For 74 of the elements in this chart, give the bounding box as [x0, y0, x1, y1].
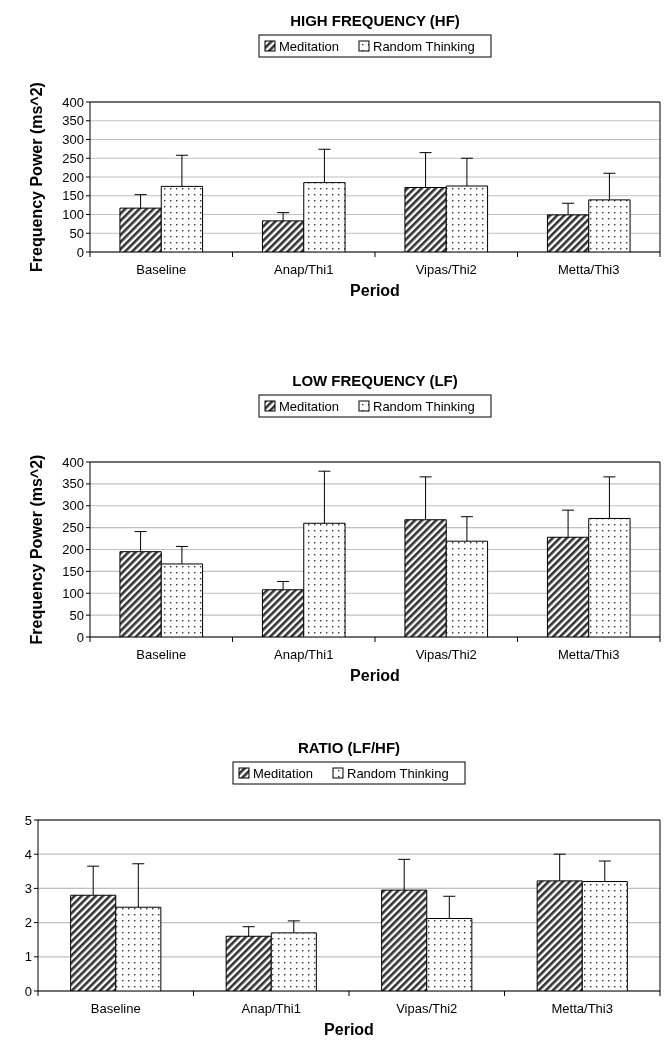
y-tick-label: 300: [62, 132, 84, 148]
legend-label: Random Thinking: [373, 398, 475, 414]
chart-title: RATIO (LF/HF): [297, 739, 401, 756]
legend-label: Random Thinking: [373, 38, 475, 54]
bar: [588, 199, 631, 253]
x-tick-label: Vipas/Thi2: [415, 262, 477, 277]
bar: [119, 207, 162, 253]
x-tick-label: Baseline: [136, 647, 187, 662]
x-tick-label: Anap/Thi1: [274, 262, 334, 277]
bar: [261, 589, 305, 638]
y-axis-title: Frequency Power (ms^2): [28, 82, 45, 272]
y-tick-label: 300: [62, 498, 84, 514]
legend-label: Meditation: [279, 398, 339, 414]
bar: [303, 522, 346, 638]
y-tick-label: 350: [62, 476, 84, 492]
y-axis-title: Frequency Power (ms^2): [28, 454, 45, 645]
y-tick-label: 0: [76, 629, 84, 645]
x-tick-label: Vipas/Thi2: [396, 1001, 458, 1016]
bar: [119, 551, 162, 638]
legend-label: Meditation: [279, 38, 339, 54]
y-tick-label: 3: [24, 880, 32, 896]
x-axis-title: Period: [350, 282, 400, 299]
bar: [115, 906, 162, 992]
y-tick-label: 0: [24, 983, 32, 999]
bar: [588, 517, 631, 638]
x-tick-label: Anap/Thi1: [241, 1001, 301, 1016]
bar: [426, 918, 473, 992]
legend-label: Meditation: [253, 765, 313, 781]
bar: [160, 563, 204, 638]
chart-title: HIGH FREQUENCY (HF): [290, 12, 460, 29]
y-tick-label: 200: [62, 169, 84, 185]
y-tick-label: 350: [62, 113, 84, 129]
x-tick-label: Baseline: [136, 262, 187, 277]
y-tick-label: 250: [62, 520, 84, 536]
y-tick-label: 400: [62, 94, 84, 110]
bar: [546, 214, 590, 253]
y-tick-label: 150: [62, 563, 84, 579]
bar: [546, 536, 590, 638]
y-tick-label: 250: [62, 150, 84, 166]
x-axis-title: Period: [350, 667, 400, 684]
y-tick-label: 50: [69, 607, 84, 623]
bar: [225, 935, 272, 992]
bar: [270, 932, 317, 992]
x-tick-label: Baseline: [90, 1001, 141, 1016]
y-tick-label: 100: [62, 207, 84, 223]
y-tick-label: 5: [24, 812, 32, 828]
bar: [303, 182, 346, 253]
y-tick-label: 4: [24, 846, 32, 862]
x-tick-label: Metta/Thi3: [551, 1001, 613, 1016]
y-tick-label: 200: [62, 542, 84, 558]
x-tick-label: Anap/Thi1: [274, 647, 334, 662]
y-tick-label: 50: [69, 225, 84, 241]
y-tick-label: 2: [24, 915, 32, 931]
x-tick-label: Vipas/Thi2: [415, 647, 477, 662]
bar: [381, 889, 428, 992]
x-tick-label: Metta/Thi3: [558, 262, 620, 277]
bar: [404, 519, 447, 638]
bar: [445, 185, 489, 253]
bar: [70, 894, 117, 992]
bar: [261, 220, 305, 253]
bar: [160, 185, 204, 253]
y-tick-label: 1: [24, 949, 32, 965]
bar: [445, 540, 489, 638]
x-tick-label: Metta/Thi3: [558, 647, 620, 662]
chart-title: LOW FREQUENCY (LF): [292, 372, 458, 389]
y-tick-label: 150: [62, 188, 84, 204]
bar: [404, 187, 447, 253]
legend-label: Random Thinking: [347, 765, 449, 781]
bar: [536, 880, 583, 992]
bar: [581, 881, 628, 992]
y-tick-label: 0: [76, 244, 84, 260]
y-tick-label: 100: [62, 585, 84, 601]
x-axis-title: Period: [324, 1021, 374, 1038]
y-tick-label: 400: [62, 454, 84, 470]
